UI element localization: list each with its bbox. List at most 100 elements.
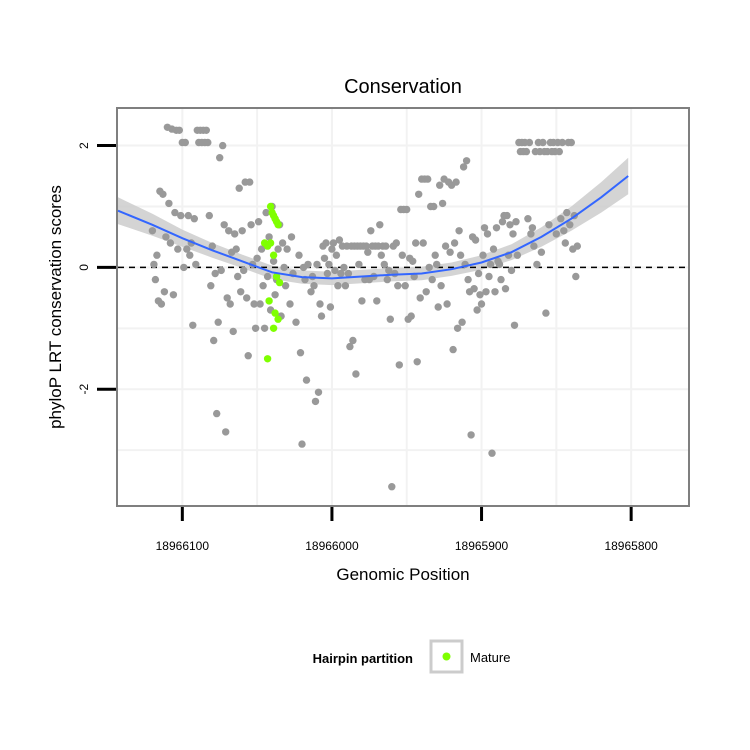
mature-data-point	[263, 355, 272, 363]
data-point	[256, 300, 264, 308]
data-point	[151, 275, 160, 284]
data-point	[506, 221, 514, 229]
data-point	[422, 288, 430, 296]
data-point	[446, 248, 454, 256]
mature-data-point	[269, 324, 278, 332]
data-point	[210, 336, 218, 345]
data-point	[382, 242, 390, 250]
data-point	[165, 199, 173, 208]
data-point	[202, 126, 210, 134]
confidence-ribbon-group	[118, 157, 629, 286]
data-point	[485, 272, 493, 281]
points-other	[148, 123, 581, 491]
mature-data-point	[274, 315, 282, 323]
data-point	[316, 300, 324, 308]
data-point	[150, 260, 158, 269]
data-point	[416, 294, 424, 302]
plot-panel	[116, 107, 690, 507]
data-point	[430, 202, 438, 211]
data-point	[537, 248, 546, 256]
data-point	[403, 205, 411, 214]
data-point	[458, 318, 466, 326]
data-point	[269, 257, 278, 265]
data-point	[292, 318, 300, 326]
data-point	[522, 147, 531, 156]
data-point	[232, 245, 240, 253]
data-point	[325, 260, 333, 269]
data-point	[394, 282, 402, 290]
data-point	[560, 227, 568, 235]
mature-data-point	[266, 202, 275, 211]
data-point	[328, 245, 336, 253]
data-point	[525, 138, 534, 147]
data-point	[415, 190, 423, 198]
data-point	[237, 288, 245, 296]
data-point	[434, 303, 442, 311]
smooth-curve-group	[117, 175, 629, 280]
data-point	[271, 291, 279, 299]
data-point	[311, 397, 320, 406]
data-point	[153, 251, 161, 259]
mature-data-point	[272, 272, 281, 281]
data-point	[479, 251, 487, 259]
data-point	[217, 266, 225, 275]
data-point	[183, 245, 191, 253]
data-point	[278, 239, 287, 247]
data-point	[246, 178, 254, 186]
data-point	[190, 215, 198, 223]
data-point	[298, 440, 306, 448]
data-point	[456, 251, 465, 259]
data-point	[491, 288, 499, 296]
data-point	[225, 227, 233, 235]
data-point	[438, 199, 447, 208]
data-point	[346, 342, 354, 351]
data-point	[265, 233, 273, 241]
data-point	[567, 138, 575, 147]
data-point	[398, 251, 406, 259]
y-tick-label: 0	[77, 264, 91, 271]
x-axis: 18966100 18966000 18965900 18965800	[156, 507, 658, 553]
data-point	[563, 208, 571, 217]
mature-data-point	[265, 297, 273, 305]
data-point	[395, 361, 403, 369]
data-point	[243, 294, 251, 302]
data-point	[492, 224, 501, 232]
data-point	[455, 227, 463, 235]
data-point	[510, 321, 519, 329]
data-point	[383, 275, 391, 284]
data-point	[480, 224, 489, 232]
data-point	[572, 272, 580, 281]
data-point	[453, 324, 462, 332]
data-point	[335, 236, 344, 244]
data-point	[326, 303, 335, 311]
data-point	[216, 154, 224, 162]
data-point	[362, 242, 370, 250]
data-point	[557, 215, 565, 223]
data-point	[401, 282, 409, 290]
y-axis: -2 0 2	[77, 142, 116, 395]
data-point	[470, 285, 478, 293]
data-point	[358, 297, 366, 305]
data-point	[425, 263, 433, 272]
data-point	[226, 300, 234, 308]
data-point	[386, 315, 394, 323]
data-point	[459, 163, 468, 171]
data-point	[555, 147, 563, 156]
data-point	[169, 291, 178, 299]
data-point	[229, 327, 237, 336]
data-point	[253, 254, 261, 262]
data-point	[349, 336, 357, 345]
data-point	[561, 239, 569, 247]
mature-data-point	[275, 278, 284, 287]
mature-data-point	[266, 239, 275, 247]
data-point	[413, 358, 421, 366]
data-point	[340, 263, 348, 272]
data-point	[388, 483, 396, 491]
data-point	[259, 282, 267, 290]
data-point	[462, 157, 471, 165]
data-point	[207, 282, 215, 290]
data-point	[240, 266, 248, 275]
data-point	[545, 221, 553, 229]
legend-mature-marker	[442, 652, 451, 661]
data-point	[539, 138, 547, 147]
